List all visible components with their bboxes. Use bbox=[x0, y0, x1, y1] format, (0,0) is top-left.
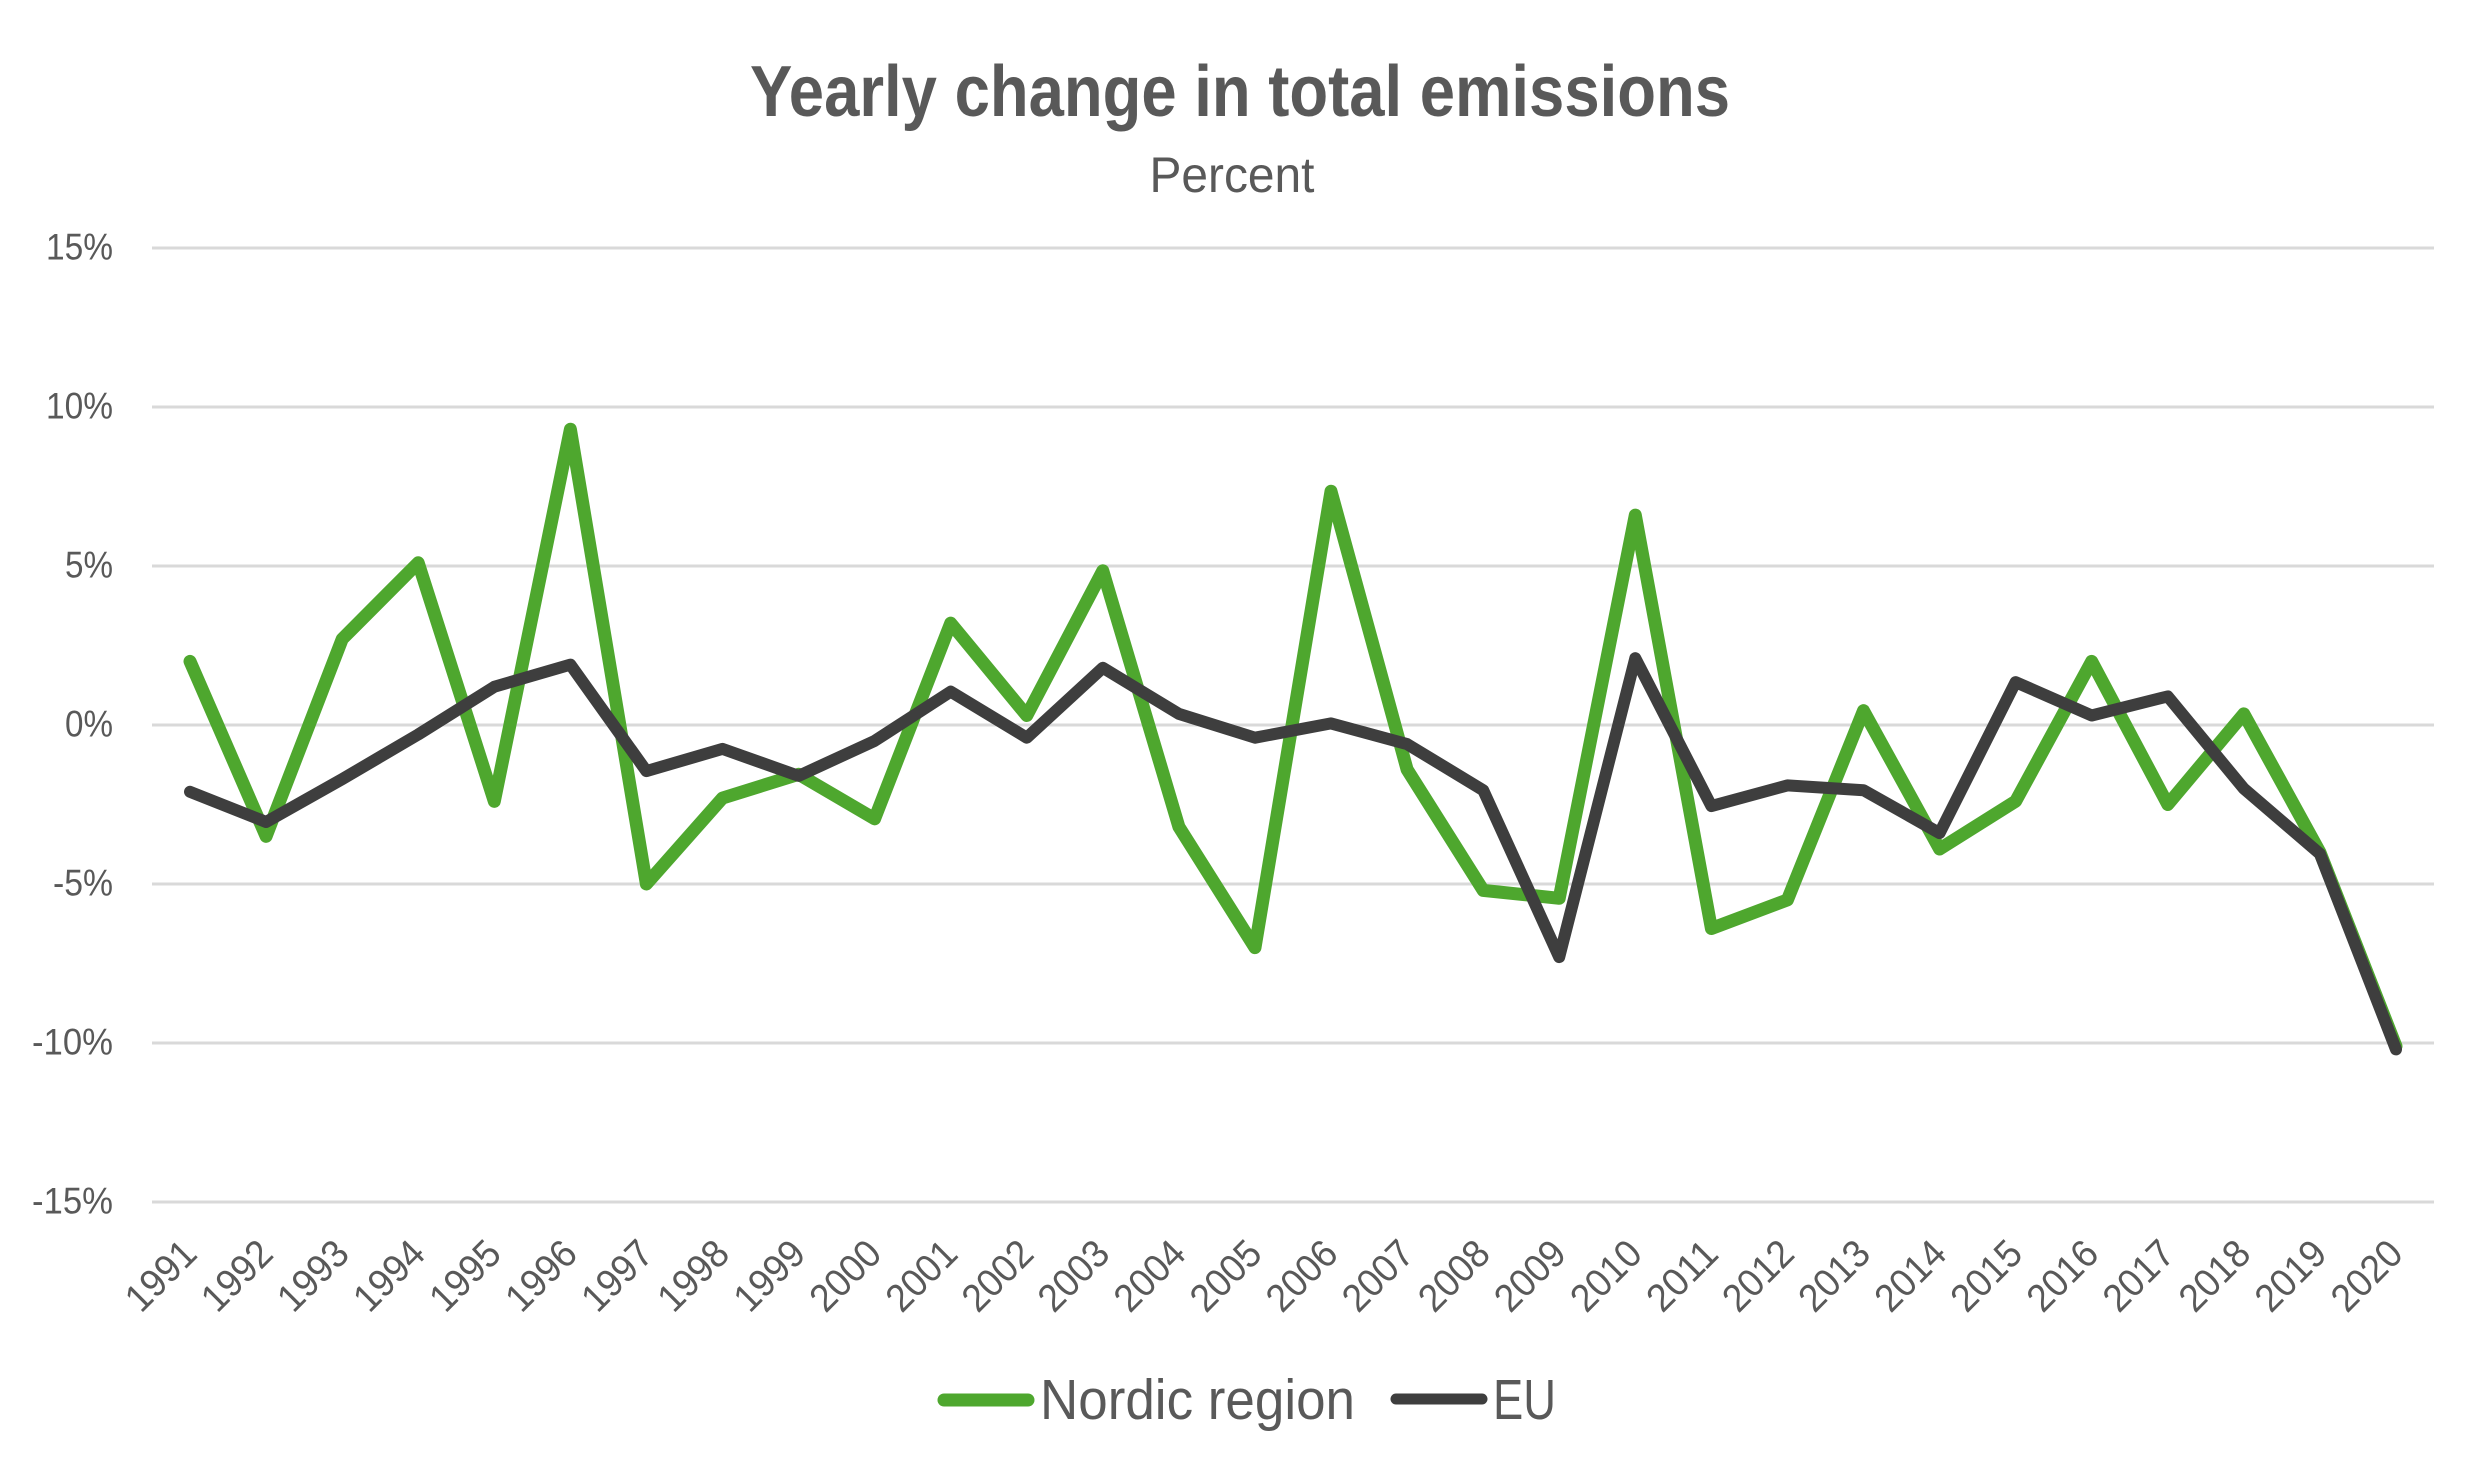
svg-text:15%: 15% bbox=[46, 226, 113, 268]
svg-text:EU: EU bbox=[1493, 1368, 1556, 1432]
svg-text:10%: 10% bbox=[46, 385, 113, 427]
svg-text:-10%: -10% bbox=[32, 1021, 113, 1063]
svg-text:0%: 0% bbox=[65, 703, 113, 745]
svg-text:5%: 5% bbox=[65, 544, 113, 586]
svg-text:-15%: -15% bbox=[32, 1180, 113, 1222]
svg-text:Nordic region: Nordic region bbox=[1040, 1368, 1355, 1432]
svg-text:Percent: Percent bbox=[1150, 147, 1315, 203]
svg-text:-5%: -5% bbox=[53, 862, 113, 904]
svg-text:Yearly change in total emissio: Yearly change in total emissions bbox=[750, 52, 1730, 132]
